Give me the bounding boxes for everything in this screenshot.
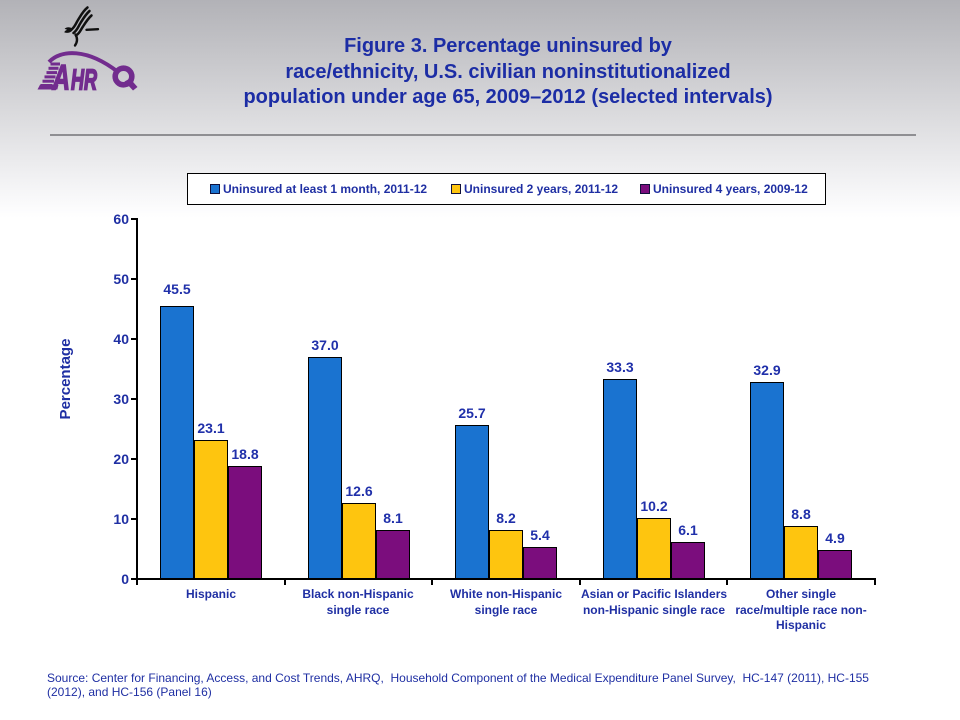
svg-text:HR: HR (71, 65, 97, 97)
svg-text:A: A (52, 59, 70, 98)
